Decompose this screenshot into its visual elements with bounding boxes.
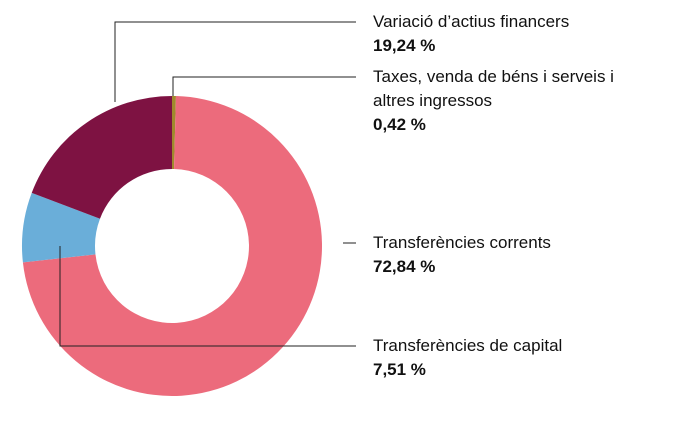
label-value: 19,24 % xyxy=(373,36,436,55)
slice-label: Transferències corrents 72,84 % xyxy=(373,231,635,279)
label-name: Transferències corrents xyxy=(373,233,551,252)
donut-slice xyxy=(22,96,323,397)
donut-slice xyxy=(31,96,172,219)
slice-label: Variació d’actius financers 19,24 % xyxy=(373,10,635,58)
leaders xyxy=(59,21,356,347)
slice-label: Transferències de capital 7,51 % xyxy=(373,334,635,382)
leader-line xyxy=(172,76,356,96)
leader-line xyxy=(59,246,356,347)
leader-line xyxy=(114,21,356,102)
label-name: Taxes, venda de béns i serveis i altres … xyxy=(373,67,614,110)
label-name: Transferències de capital xyxy=(373,336,563,355)
label-value: 7,51 % xyxy=(373,360,426,379)
slice-label: Taxes, venda de béns i serveis i altres … xyxy=(373,65,635,137)
label-value: 72,84 % xyxy=(373,257,436,276)
label-name: Variació d’actius financers xyxy=(373,12,570,31)
donut-slice xyxy=(22,192,100,263)
label-value: 0,42 % xyxy=(373,115,426,134)
donut-slice xyxy=(172,96,176,170)
